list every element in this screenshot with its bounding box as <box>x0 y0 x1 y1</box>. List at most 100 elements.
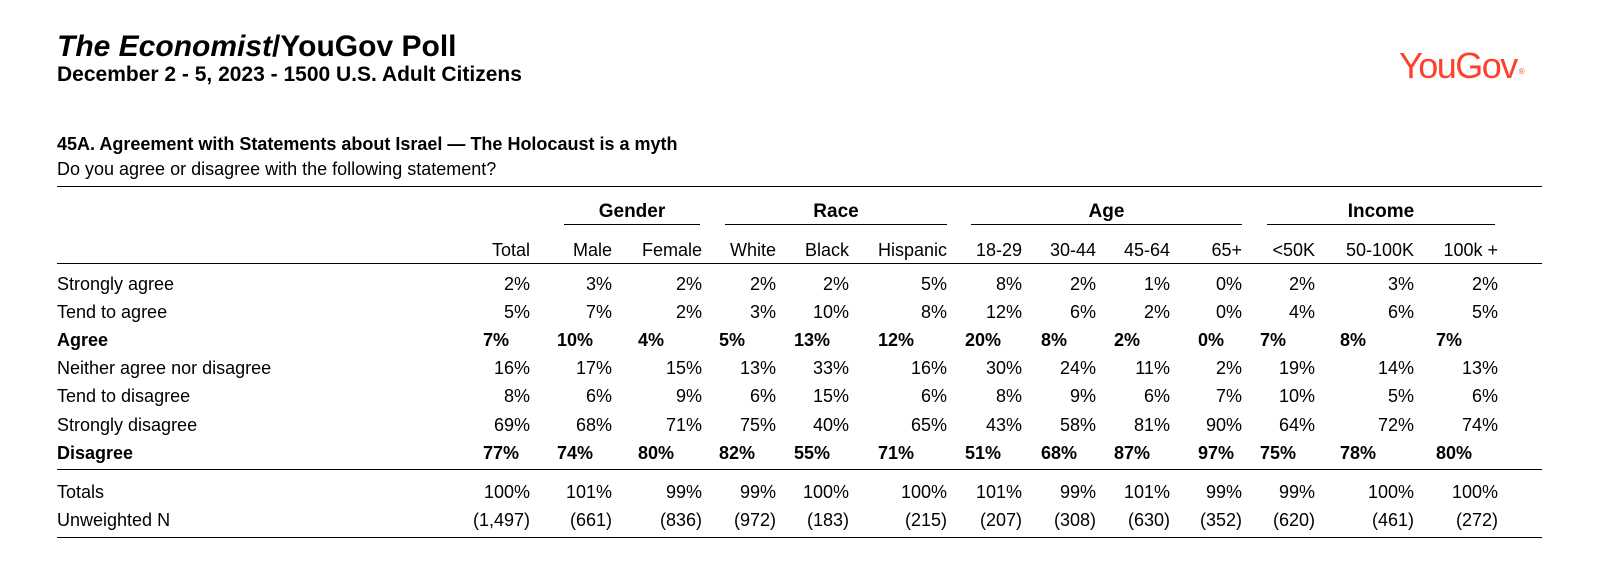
table-cell: 58% <box>1059 415 1096 435</box>
table-cell: (352) <box>1199 510 1242 530</box>
group-header-age: Age <box>1088 201 1125 222</box>
column-header-female: Female <box>641 240 702 260</box>
table-cell: 69% <box>493 415 530 435</box>
table-cell: 99% <box>1205 482 1242 502</box>
table-cell: 0% <box>1198 330 1225 350</box>
table-cell: 8% <box>995 386 1022 406</box>
table-cell: 24% <box>1059 358 1096 378</box>
table-cell: 99% <box>739 482 776 502</box>
table-cell: (630) <box>1127 510 1170 530</box>
group-header-income: Income <box>1347 201 1415 222</box>
table-cell: 74% <box>557 443 594 463</box>
table-cell: 2% <box>1069 274 1096 294</box>
table-cell: 100% <box>483 482 530 502</box>
row-label: Neither agree nor disagree <box>57 358 272 378</box>
table-cell: 7% <box>1215 386 1242 406</box>
table-row: Agree 7% 10% 4% 5% 13% 12% 20% 8% 2% 0% 7% 8% 7% <box>0 329 1600 357</box>
table-cell: 5% <box>1387 386 1414 406</box>
table-cell: 2% <box>1288 274 1315 294</box>
table-cell: 13% <box>739 358 776 378</box>
table-cell: 15% <box>812 386 849 406</box>
row-label: Disagree <box>57 443 134 463</box>
table-cell: (661) <box>569 510 612 530</box>
table-cell: 71% <box>665 415 702 435</box>
table-cell: 10% <box>812 302 849 322</box>
table-cell: 5% <box>503 302 530 322</box>
table-cell: 14% <box>1377 358 1414 378</box>
table-cell: 72% <box>1377 415 1414 435</box>
table-cell: 80% <box>1436 443 1473 463</box>
table-cell: 6% <box>920 386 947 406</box>
table-cell: 7% <box>585 302 612 322</box>
table-cell: 1% <box>1143 274 1170 294</box>
table-cell: 5% <box>719 330 746 350</box>
group-rule-gender <box>564 224 700 225</box>
table-cell: 5% <box>1471 302 1498 322</box>
column-header-under-50k: <50K <box>1272 240 1315 260</box>
group-header-race: Race <box>813 201 859 222</box>
table-cell: 6% <box>1387 302 1414 322</box>
table-cell: 2% <box>822 274 849 294</box>
table-cell: 71% <box>878 443 915 463</box>
logo-text: YouGov <box>1399 45 1518 86</box>
table-cell: (1,497) <box>472 510 530 530</box>
table-cell: 9% <box>675 386 702 406</box>
row-label: Unweighted N <box>57 510 171 530</box>
table-cell: 30% <box>985 358 1022 378</box>
table-cell: 81% <box>1133 415 1170 435</box>
table-top-rule <box>57 186 1542 187</box>
table-cell: 2% <box>1215 358 1242 378</box>
row-label: Agree <box>57 330 109 350</box>
header-bottom-rule <box>57 263 1542 264</box>
table-cell: 80% <box>638 443 675 463</box>
table-cell: 3% <box>585 274 612 294</box>
table-cell: 51% <box>965 443 1002 463</box>
table-cell: 101% <box>565 482 612 502</box>
table-cell: 16% <box>910 358 947 378</box>
row-label: Tend to disagree <box>57 386 191 406</box>
table-cell: 5% <box>920 274 947 294</box>
table-cell: 100% <box>900 482 947 502</box>
table-cell: 0% <box>1215 274 1242 294</box>
table-cell: 100% <box>802 482 849 502</box>
table-cell: 13% <box>1461 358 1498 378</box>
table-row: Unweighted N (1,497) (661) (836) (972) (183) (… <box>0 509 1600 537</box>
table-row: Tend to agree 5% 7% 2% 3% 10% 8% 12% 6% 2% 0% 4% 6% 5… <box>0 301 1600 329</box>
table-cell: 8% <box>995 274 1022 294</box>
table-bottom-rule <box>57 537 1542 538</box>
table-cell: 65% <box>910 415 947 435</box>
table-cell: 15% <box>665 358 702 378</box>
table-cell: 16% <box>493 358 530 378</box>
column-header-50-100k: 50-100K <box>1345 240 1414 260</box>
poll-title: The Economist/YouGov Poll <box>57 30 456 64</box>
table-cell: 7% <box>483 330 510 350</box>
table-cell: (215) <box>904 510 947 530</box>
table-cell: 7% <box>1436 330 1463 350</box>
table-row: Neither agree nor disagree 16% 17% 15% 13% 33… <box>0 357 1600 385</box>
table-cell: 12% <box>985 302 1022 322</box>
table-cell: 2% <box>749 274 776 294</box>
table-cell: 6% <box>1471 386 1498 406</box>
table-cell: 75% <box>1260 443 1297 463</box>
table-cell: 8% <box>503 386 530 406</box>
table-cell: 8% <box>920 302 947 322</box>
table-cell: 87% <box>1114 443 1151 463</box>
table-cell: (272) <box>1455 510 1498 530</box>
table-cell: (461) <box>1371 510 1414 530</box>
table-cell: 64% <box>1278 415 1315 435</box>
poll-subtitle: December 2 - 5, 2023 - 1500 U.S. Adult C… <box>57 63 522 86</box>
table-cell: 82% <box>719 443 756 463</box>
registered-mark: ® <box>1518 67 1525 76</box>
table-cell: 101% <box>975 482 1022 502</box>
table-row: Disagree 77% 74% 80% 82% 55% 71% 51% 68% 87% 97% 75… <box>0 442 1600 470</box>
table-cell: 2% <box>1471 274 1498 294</box>
table-row: Strongly agree 2% 3% 2% 2% 2% 5% 8% 2% 1% 0% 2% 3% 2% <box>0 273 1600 301</box>
table-cell: 68% <box>1041 443 1078 463</box>
table-cell: 17% <box>575 358 612 378</box>
publication-name: The Economist <box>57 30 273 63</box>
poll-name: /YouGov Poll <box>272 30 457 63</box>
group-rule-age <box>971 224 1242 225</box>
row-label: Strongly agree <box>57 274 175 294</box>
totals-rule <box>57 469 1542 470</box>
table-cell: 6% <box>749 386 776 406</box>
